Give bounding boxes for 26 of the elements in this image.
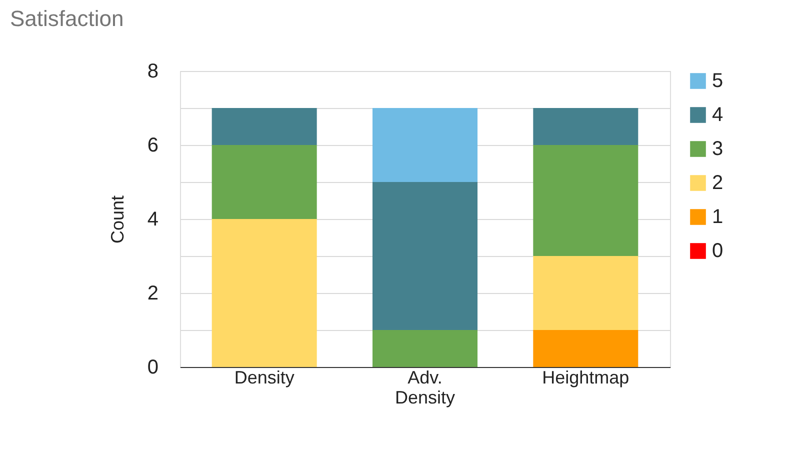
x-tick-label: Adv. Density — [394, 368, 456, 408]
bar — [372, 182, 478, 330]
legend-label: 1 — [712, 206, 724, 228]
chart-title: Satisfaction — [10, 6, 124, 31]
y-tick-label: 6 — [147, 134, 158, 156]
legend-label: 3 — [712, 138, 724, 160]
bar — [372, 330, 478, 367]
legend-label: 5 — [712, 70, 724, 92]
bar — [212, 108, 317, 145]
bar — [533, 145, 638, 256]
y-tick-label: 2 — [147, 282, 158, 304]
legend-label: 4 — [712, 104, 724, 126]
bar — [533, 108, 638, 145]
y-tick-label: 0 — [147, 356, 158, 378]
legend-label: 0 — [712, 240, 724, 262]
bar — [372, 108, 478, 182]
y-tick-label: 8 — [147, 60, 158, 82]
bar — [212, 219, 317, 367]
y-tick-label: 4 — [147, 208, 158, 230]
bar — [212, 145, 317, 219]
y-axis-title: Count — [107, 195, 128, 244]
x-tick-label: Heightmap — [542, 368, 630, 388]
legend-label: 2 — [712, 172, 724, 194]
x-tick-label: Density — [234, 368, 294, 388]
bar — [533, 256, 638, 330]
bar — [533, 330, 638, 367]
